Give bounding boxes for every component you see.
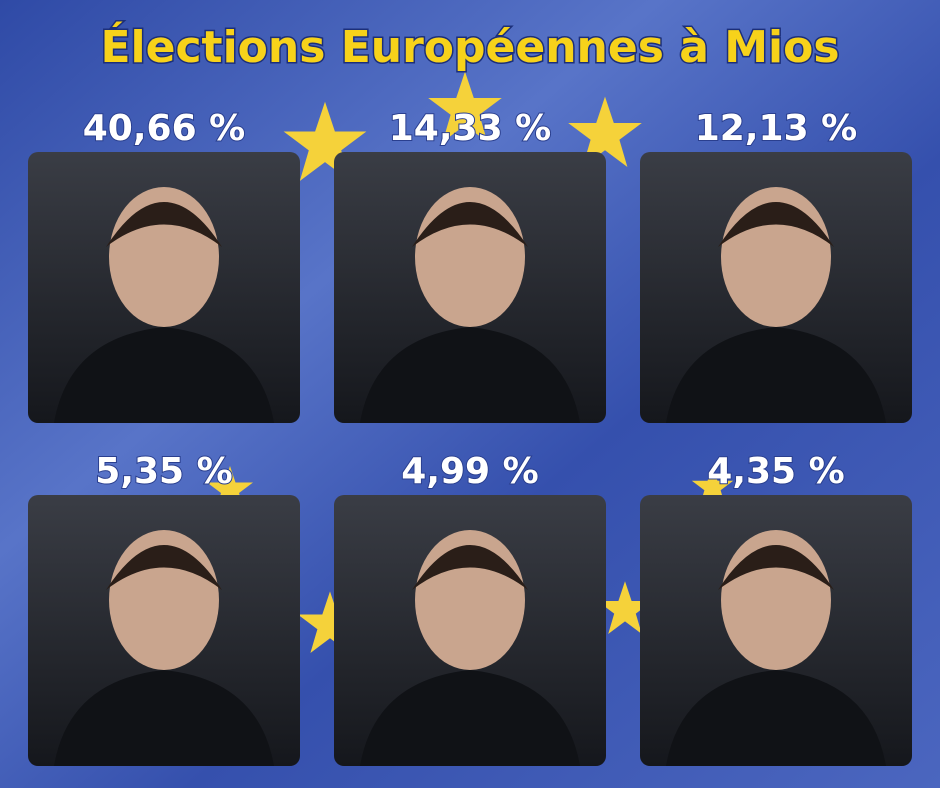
candidate-card: 12,13 %	[640, 107, 912, 423]
candidate-card: 4,99 %	[334, 450, 606, 766]
title: Élections Européennes à Mios	[100, 20, 839, 73]
percentage-label: 40,66 %	[83, 108, 245, 149]
silhouette-hair	[106, 545, 222, 590]
silhouette-body	[666, 670, 886, 766]
percentage-label: 14,33 %	[389, 108, 551, 149]
candidate-card: 40,66 %	[28, 107, 300, 423]
silhouette-hair	[718, 202, 834, 247]
silhouette-body	[666, 327, 886, 423]
silhouette-body	[360, 327, 580, 423]
candidate-card: 14,33 %	[334, 107, 606, 423]
silhouette-hair	[718, 545, 834, 590]
candidate-card: 5,35 %	[28, 450, 300, 766]
silhouette-body	[54, 670, 274, 766]
percentage-label: 4,99 %	[401, 451, 538, 492]
percentage-label: 5,35 %	[95, 451, 232, 492]
silhouette-hair	[412, 545, 528, 590]
percentage-label: 4,35 %	[707, 451, 844, 492]
silhouette-hair	[412, 202, 528, 247]
silhouette-hair	[106, 202, 222, 247]
percentage-label: 12,13 %	[695, 108, 857, 149]
candidate-card: 4,35 %	[640, 450, 912, 766]
silhouette-body	[360, 670, 580, 766]
silhouette-body	[54, 327, 274, 423]
